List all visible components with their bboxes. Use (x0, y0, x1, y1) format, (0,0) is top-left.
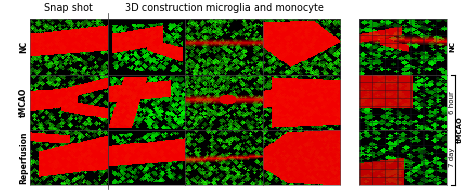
Text: 6 hour: 6 hour (449, 91, 455, 114)
Text: Snap shot: Snap shot (44, 3, 94, 13)
Text: tMCAO: tMCAO (457, 117, 463, 143)
Text: 3D construction microglia and monocyte: 3D construction microglia and monocyte (125, 3, 324, 13)
Text: NC: NC (19, 41, 28, 53)
Text: Reperfusion: Reperfusion (19, 131, 28, 184)
Text: NC: NC (449, 41, 455, 52)
Text: tMCAO: tMCAO (19, 88, 28, 117)
Text: 7 day: 7 day (449, 148, 455, 167)
